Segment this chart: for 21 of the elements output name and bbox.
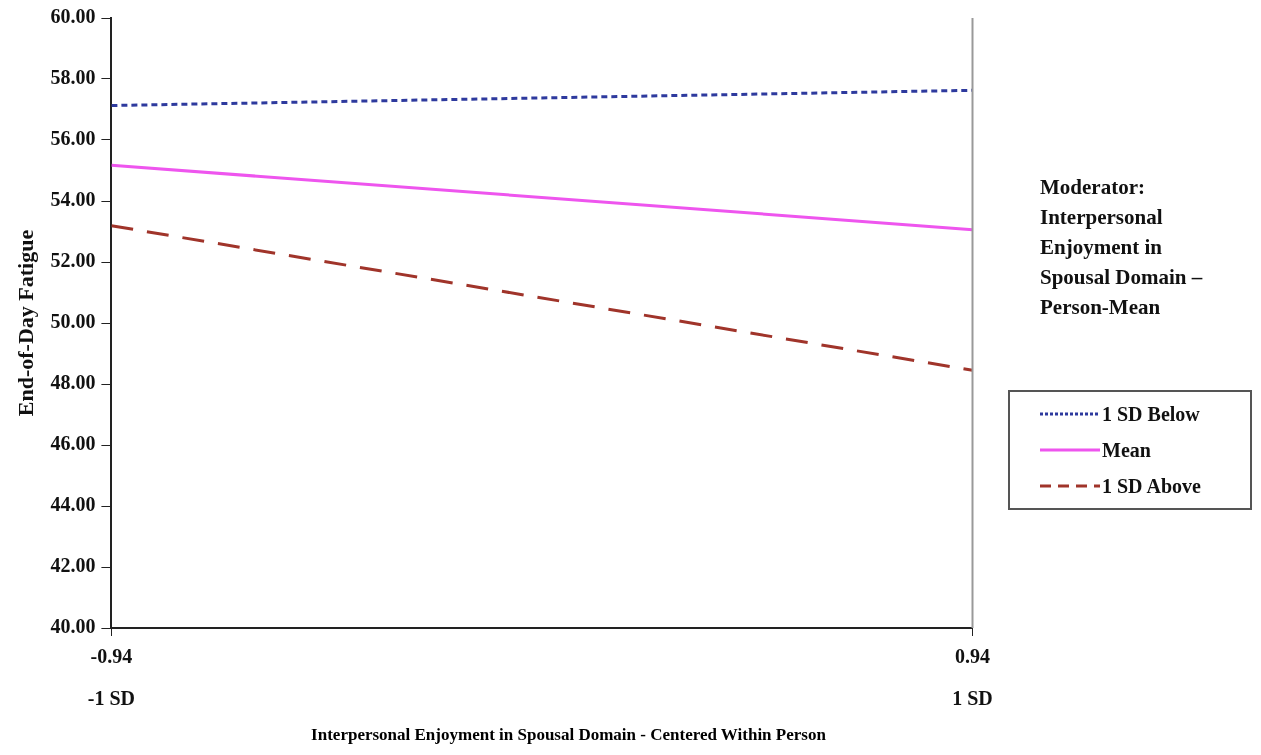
x-tick-label: 0.94: [955, 645, 990, 668]
y-tick-label: 50.00: [50, 310, 96, 333]
y-tick-label: 40.00: [50, 615, 96, 638]
legend-label: 1 SD Above: [1102, 474, 1201, 498]
y-tick-label: 48.00: [50, 371, 96, 394]
y-tick-label: 42.00: [50, 554, 96, 577]
y-tick-label: 52.00: [50, 249, 96, 272]
y-tick-label: 44.00: [50, 493, 96, 516]
text: -1 SD: [87, 687, 136, 710]
y-tick-label: 54.00: [50, 188, 96, 211]
y-tick-label: 56.00: [50, 127, 96, 150]
x-tick-label: -0.94: [90, 645, 133, 668]
legend-label: 1 SD Below: [1102, 402, 1200, 426]
y-tick-label: 60.00: [50, 5, 96, 28]
y-axis-title: End-of-Day Fatigue: [12, 229, 38, 417]
y-tick-label: 58.00: [50, 66, 96, 89]
legend-label: Mean: [1102, 438, 1151, 462]
text: 1 SD: [952, 687, 993, 710]
legend-title: Moderator: Interpersonal Enjoyment in Spousal Domain – Person-Mean: [1040, 174, 1204, 321]
x-axis-title: Interpersonal Enjoyment in Spousal Domain - Centered Within Person: [310, 725, 827, 745]
y-tick-label: 46.00: [50, 432, 96, 455]
